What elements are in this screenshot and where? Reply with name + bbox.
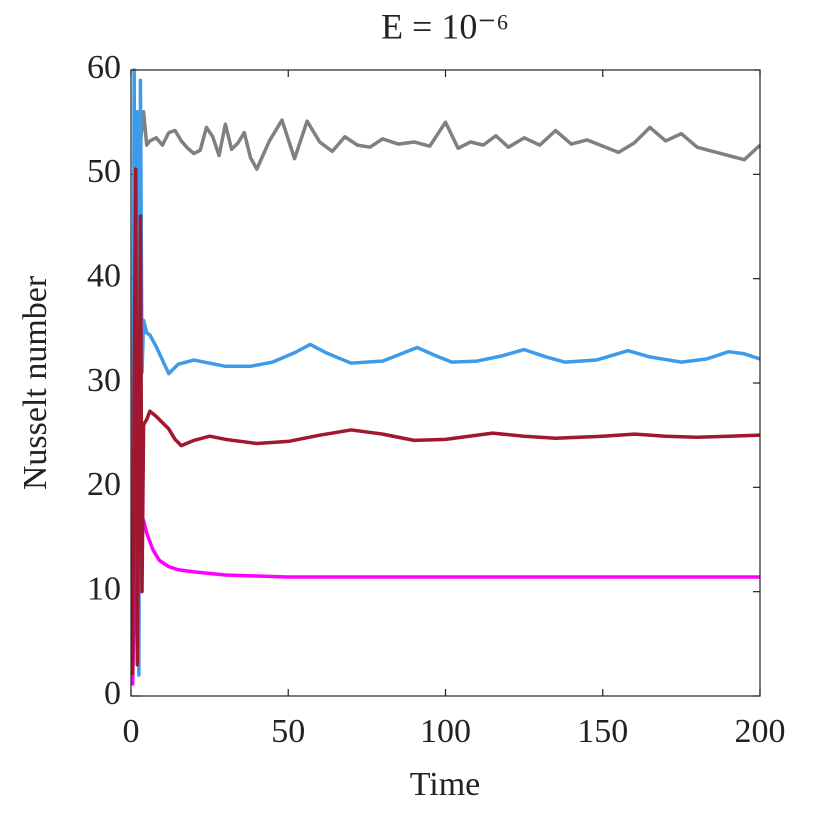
x-tick-label: 0: [123, 713, 140, 750]
x-tick-label: 50: [271, 713, 305, 750]
y-tick-label: 40: [87, 257, 121, 294]
chart-title: E = 10⁻⁶: [381, 6, 509, 46]
y-tick-label: 0: [104, 675, 121, 712]
y-axis-label: Nusselt number: [17, 275, 54, 490]
line: [130, 167, 761, 676]
x-tick-label: 200: [735, 713, 786, 750]
x-tick-label: 150: [577, 713, 628, 750]
x-tick-label: 100: [420, 713, 471, 750]
plot-frame: [130, 69, 761, 697]
y-tick-label: 30: [87, 362, 121, 399]
x-axis-label: Time: [410, 766, 481, 803]
y-tick-label: 60: [87, 49, 121, 86]
y-tick-label: 10: [87, 570, 121, 607]
line: [130, 68, 761, 677]
y-tick-label: 20: [87, 466, 121, 503]
line: [132, 109, 762, 175]
y-tick-label: 50: [87, 153, 121, 190]
line: [130, 508, 760, 686]
